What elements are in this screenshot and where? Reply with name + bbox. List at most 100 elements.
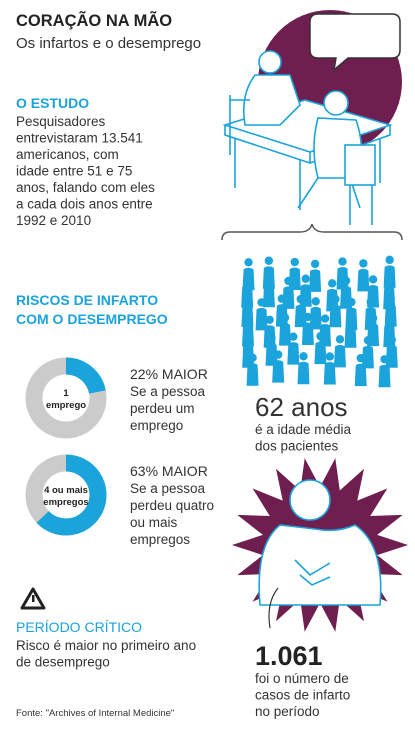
crowd-head bbox=[264, 275, 274, 284]
study-line: idade entre 51 e 75 bbox=[16, 164, 132, 179]
crowd-head bbox=[363, 336, 373, 345]
crowd-head bbox=[290, 257, 299, 267]
crowd-head bbox=[303, 312, 313, 322]
crowd-head bbox=[267, 333, 276, 342]
crowd-head bbox=[328, 279, 337, 288]
risk-line: perdeu um bbox=[130, 401, 195, 416]
risk-line: Se a pessoa bbox=[130, 384, 206, 399]
crowd-body bbox=[279, 323, 292, 346]
crowd bbox=[241, 255, 398, 388]
crowd-body bbox=[301, 322, 314, 345]
cases-value: 1.061 bbox=[255, 641, 323, 671]
crowd-head bbox=[301, 274, 310, 283]
crowd-head bbox=[368, 313, 378, 323]
donut-label: emprego bbox=[46, 400, 86, 411]
study-line: a cada dois anos entre bbox=[16, 197, 153, 212]
donut-arc bbox=[36, 454, 107, 536]
crowd-head bbox=[366, 297, 375, 307]
crowd-head bbox=[242, 275, 252, 284]
critical-text: Risco é maior no primeiro ano de desempre… bbox=[16, 638, 196, 670]
donut-arc bbox=[65, 357, 106, 395]
person-figure bbox=[258, 479, 382, 606]
pointer-line bbox=[268, 587, 279, 629]
cases-line: no período bbox=[255, 704, 320, 719]
risk-line: Se a pessoa bbox=[130, 481, 206, 496]
crowd-body bbox=[262, 284, 275, 308]
crowd-head bbox=[296, 294, 305, 304]
crowd-body bbox=[309, 269, 322, 292]
crowd-head bbox=[386, 294, 395, 303]
age-line: dos pacientes bbox=[255, 439, 339, 454]
crowd-head bbox=[316, 331, 325, 341]
crowd-head bbox=[338, 257, 347, 266]
risk-line: ou mais bbox=[130, 515, 178, 530]
subtitle: Os infartos e o desemprego bbox=[16, 35, 201, 52]
crowd-head bbox=[368, 275, 378, 284]
study-line: americanos, com bbox=[16, 147, 119, 162]
crowd-body bbox=[333, 344, 346, 368]
crowd-body bbox=[378, 364, 391, 388]
crowd-head bbox=[359, 259, 368, 268]
donut-label: 4 ou mais bbox=[44, 485, 88, 496]
crowd-head bbox=[257, 298, 266, 307]
source: Fonte: "Archives of Internal Medicine" bbox=[16, 708, 174, 719]
crowd-head bbox=[384, 277, 394, 286]
crowd-body bbox=[272, 360, 285, 383]
study-line: 1992 e 2010 bbox=[16, 213, 91, 228]
age-text: é a idade média dos pacientes bbox=[255, 422, 352, 454]
crowd-head bbox=[284, 276, 293, 286]
risks-heading-line: RISCOS DE INFARTO bbox=[16, 292, 158, 308]
crowd-head bbox=[299, 352, 308, 361]
crowd-head bbox=[248, 353, 257, 362]
crowd-head bbox=[289, 332, 298, 341]
brace bbox=[221, 223, 403, 241]
donut-label: 1 bbox=[63, 388, 69, 399]
crowd-head bbox=[243, 335, 253, 344]
crowd-head bbox=[243, 314, 253, 323]
crowd-head bbox=[356, 353, 365, 363]
crowd-body bbox=[246, 363, 259, 386]
crowd-body bbox=[385, 345, 398, 368]
cases-line: casos de infarto bbox=[255, 688, 350, 703]
crowd-head bbox=[320, 314, 330, 323]
title: CORAÇÃO NA MÃO bbox=[16, 10, 172, 30]
study-heading: O ESTUDO bbox=[16, 95, 89, 111]
cases-line: foi o número de bbox=[255, 671, 349, 686]
risk-headline: 22% MAIOR bbox=[130, 366, 208, 382]
critical-heading: PERÍODO CRÍTICO bbox=[16, 619, 142, 635]
crowd-body bbox=[329, 304, 342, 328]
donut-label: empregos bbox=[43, 497, 88, 508]
crowd-head bbox=[341, 276, 351, 285]
crowd-head bbox=[244, 258, 253, 267]
study-line: Pesquisadores bbox=[16, 114, 106, 129]
crowd-head bbox=[331, 295, 340, 304]
crowd-body bbox=[288, 267, 301, 291]
crowd-head bbox=[380, 355, 389, 364]
crowd-body bbox=[294, 304, 307, 328]
crowd-body bbox=[361, 345, 374, 369]
crowd-body bbox=[323, 361, 336, 385]
risks-heading: RISCOS DE INFARTO COM O DESEMPREGO bbox=[16, 292, 168, 327]
crowd-body bbox=[319, 324, 332, 347]
crowd-head bbox=[264, 256, 274, 265]
crowd-head bbox=[346, 315, 355, 324]
crowd-body bbox=[357, 268, 370, 292]
risk-line: emprego bbox=[130, 418, 183, 433]
crowd-body bbox=[287, 342, 300, 365]
crowd-head bbox=[280, 313, 290, 322]
crowd-body bbox=[282, 286, 295, 309]
crowd-head bbox=[385, 314, 394, 324]
risk-line: empregos bbox=[130, 532, 190, 547]
crowd-body bbox=[314, 341, 327, 365]
crowd-head bbox=[335, 335, 345, 344]
crowd-body bbox=[297, 361, 310, 385]
crowd-head bbox=[243, 294, 252, 304]
warning-icon bbox=[20, 587, 46, 610]
risk-headline: 63% MAIOR bbox=[130, 463, 208, 479]
crowd-head bbox=[273, 350, 283, 359]
study-line: entrevistaram 13.541 bbox=[16, 131, 143, 146]
risk-line: perdeu quatro bbox=[130, 498, 214, 513]
